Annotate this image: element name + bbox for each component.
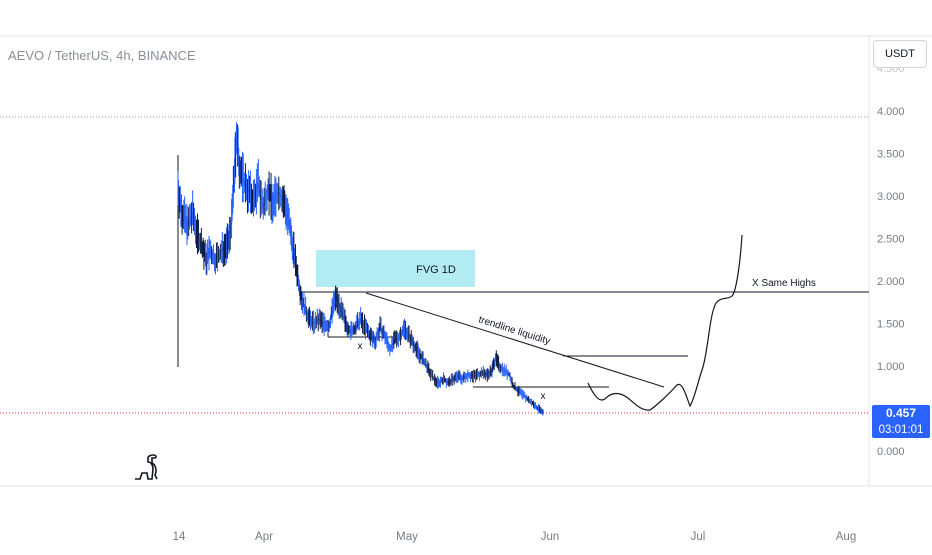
time-axis-label: 14 bbox=[173, 531, 186, 543]
low-marker-2: x bbox=[541, 391, 546, 402]
time-axis-label: Aug bbox=[836, 531, 856, 543]
price-axis-label: 0.000 bbox=[877, 446, 905, 458]
currency-button[interactable]: USDT bbox=[873, 40, 927, 68]
projected-path[interactable] bbox=[587, 234, 743, 411]
time-axis-label: Jul bbox=[691, 531, 706, 543]
time-axis-label: Apr bbox=[255, 531, 273, 543]
symbol-title[interactable]: AEVO / TetherUS, 4h, BINANCE bbox=[8, 48, 196, 63]
dinosaur-icon bbox=[135, 454, 158, 480]
price-axis-label: 3.000 bbox=[877, 191, 905, 203]
price-series bbox=[177, 122, 544, 416]
fvg-zone[interactable] bbox=[316, 250, 475, 287]
same-highs-label: X Same Highs bbox=[752, 278, 816, 289]
price-axis-label: 2.500 bbox=[877, 234, 905, 246]
low-marker-1: x bbox=[358, 341, 363, 352]
time-axis-label: Jun bbox=[541, 531, 560, 543]
fvg-label: FVG 1D bbox=[416, 264, 456, 276]
trendline[interactable] bbox=[365, 292, 665, 388]
price-axis-label: 1.000 bbox=[877, 361, 905, 373]
price-axis-label: 2.000 bbox=[877, 276, 905, 288]
price-axis-label: 3.500 bbox=[877, 149, 905, 161]
price-axis-label: 4.000 bbox=[877, 106, 905, 118]
candle-countdown: 03:01:01 bbox=[872, 422, 930, 438]
trendline-label: trendline liquidity bbox=[477, 314, 551, 347]
time-axis-label: May bbox=[396, 531, 418, 543]
price-axis-label: 1.500 bbox=[877, 319, 905, 331]
current-price-tag: 0.457 bbox=[872, 405, 930, 422]
